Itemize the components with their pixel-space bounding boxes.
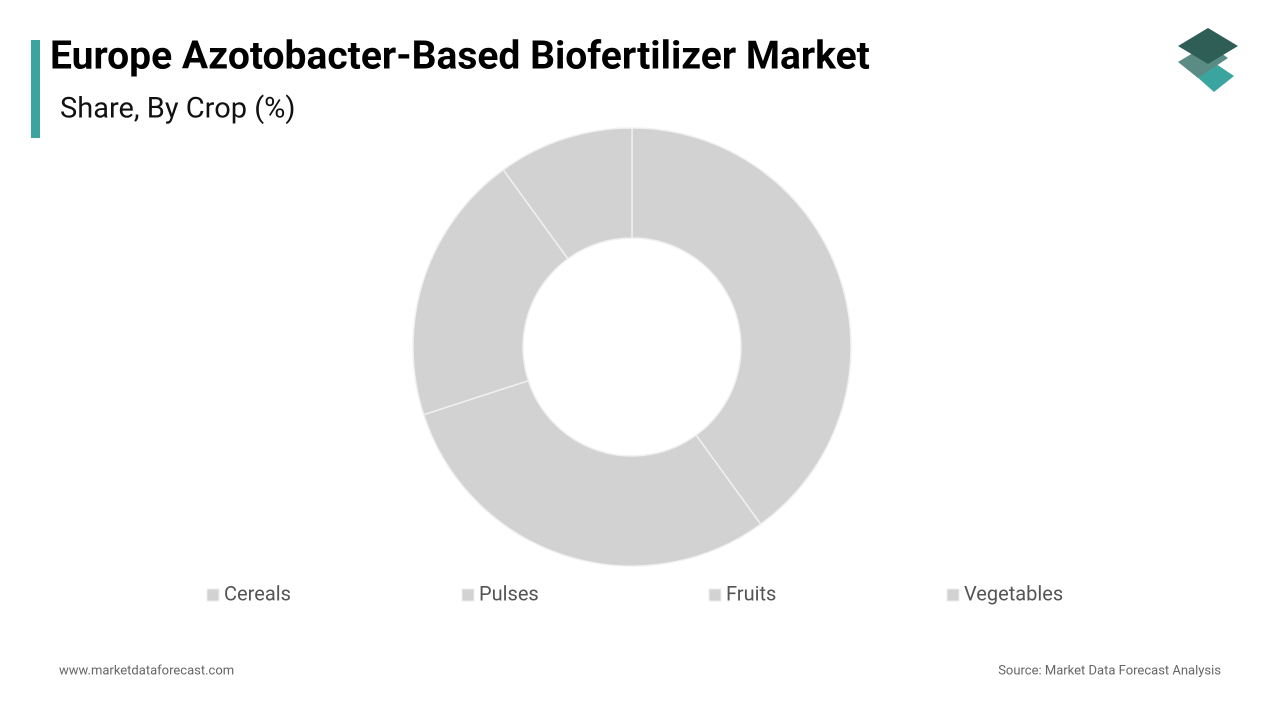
legend-swatch xyxy=(461,588,475,602)
legend: Cereals Pulses Fruits Vegetables xyxy=(206,581,1063,605)
chart-title: Europe Azotobacter-Based Biofertilizer M… xyxy=(50,32,870,78)
title-accent xyxy=(31,40,40,138)
plot xyxy=(412,127,852,567)
legend-swatch xyxy=(946,588,960,602)
chart-subtitle: Share, By Crop (%) xyxy=(60,92,295,126)
donut-slice xyxy=(502,127,633,260)
donut-slice xyxy=(422,379,762,567)
logo xyxy=(1178,28,1238,92)
donut-slice xyxy=(631,127,852,526)
legend-label: Pulses xyxy=(479,581,539,605)
source: Source: Market Data Forecast Analysis xyxy=(998,663,1221,678)
legend-label: Cereals xyxy=(224,581,291,605)
donut-slice xyxy=(412,168,569,416)
legend-label: Fruits xyxy=(726,581,776,605)
legend-label: Vegetables xyxy=(964,581,1063,605)
legend-swatch xyxy=(206,588,220,602)
website: www.marketdataforecast.com xyxy=(59,663,234,678)
legend-swatch xyxy=(708,588,722,602)
